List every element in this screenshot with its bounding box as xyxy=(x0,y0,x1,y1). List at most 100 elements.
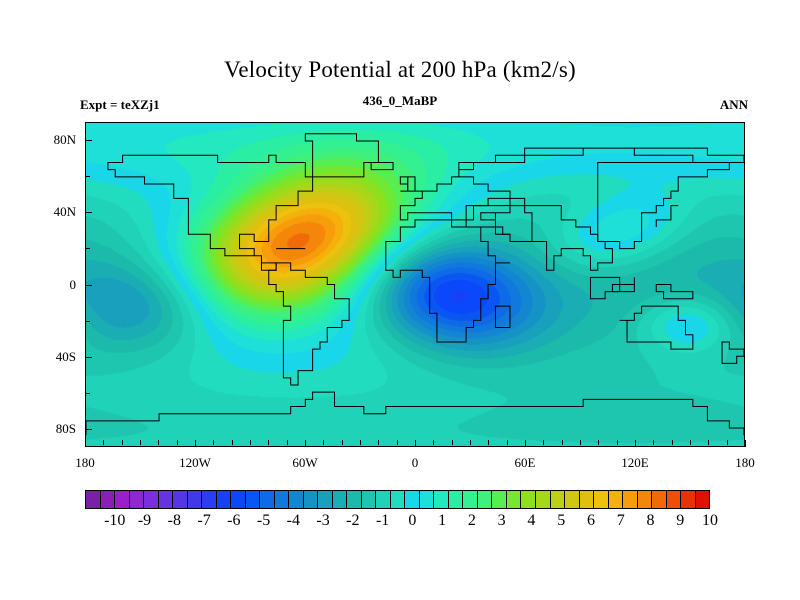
x-tick xyxy=(360,440,361,445)
colorbar-cell xyxy=(201,490,216,509)
x-tick xyxy=(213,440,215,445)
x-tick xyxy=(85,440,86,447)
colorbar-cell xyxy=(99,490,115,509)
coastline-path xyxy=(612,277,634,291)
colorbar-tick-label: 7 xyxy=(616,512,625,529)
colorbar-cell xyxy=(317,490,332,509)
colorbar-cell xyxy=(476,490,492,509)
experiment-label: Expt = teXZj1 xyxy=(80,97,160,112)
y-axis-label: 40S xyxy=(55,348,76,364)
x-tick xyxy=(598,440,600,445)
x-axis-label: 0 xyxy=(411,455,419,470)
x-tick xyxy=(745,440,746,447)
x-tick xyxy=(140,440,141,445)
coastline-overlay xyxy=(86,123,744,446)
coastline-path xyxy=(108,155,313,270)
colorbar-cell xyxy=(462,490,477,509)
x-tick xyxy=(433,440,435,445)
colorbar-tick-label: -3 xyxy=(316,512,330,529)
x-axis-label: 60E xyxy=(514,455,536,470)
x-tick xyxy=(415,440,416,447)
y-tick xyxy=(85,284,92,286)
map-plot-area xyxy=(85,122,745,447)
x-tick xyxy=(121,440,123,445)
coastline-path xyxy=(408,177,423,191)
x-axis-label: 120W xyxy=(179,455,211,470)
coastline-path xyxy=(400,177,407,191)
x-tick xyxy=(635,440,636,447)
colorbar-tick-label: -9 xyxy=(137,512,152,529)
y-axis-label: 80N xyxy=(53,132,76,148)
coastline-path xyxy=(722,342,744,363)
coastline-path xyxy=(371,162,393,169)
coastline-path xyxy=(656,285,693,299)
x-axis-label: 120E xyxy=(621,455,649,470)
y-tick xyxy=(85,356,92,358)
colorbar-tick-label: 9 xyxy=(676,512,685,529)
x-tick xyxy=(305,440,306,447)
colorbar-cell xyxy=(636,490,652,509)
colorbar-cell xyxy=(447,490,463,509)
x-tick xyxy=(250,440,251,445)
x-tick xyxy=(195,440,196,447)
x-tick xyxy=(653,440,655,445)
colorbar-cell xyxy=(157,490,173,509)
coastline-path xyxy=(481,206,532,242)
colorbar-tick-label: 5 xyxy=(557,512,566,529)
colorbar-tick-label: -2 xyxy=(346,512,360,529)
colorbar-cell xyxy=(622,490,637,509)
y-tick xyxy=(85,320,90,322)
x-axis-label: 180 xyxy=(75,455,95,470)
colorbar-tick-label: -4 xyxy=(286,512,300,529)
colorbar-cell xyxy=(433,490,448,509)
x-tick xyxy=(506,440,508,445)
colorbar-cell xyxy=(534,490,550,509)
colorbar-tick-label: 1 xyxy=(438,512,447,529)
x-tick xyxy=(726,440,728,445)
colorbar-cell xyxy=(230,490,245,509)
colorbar-cell xyxy=(389,490,405,509)
coastline-path xyxy=(86,392,744,435)
y-tick xyxy=(85,248,90,250)
colorbar-cell xyxy=(549,490,565,509)
x-tick xyxy=(690,440,691,445)
coastline-path xyxy=(620,306,693,349)
figure-subtitle: 436_0_MaBP xyxy=(362,93,438,108)
x-tick xyxy=(176,440,178,445)
colorbar-cell xyxy=(302,490,318,509)
colorbar-cell xyxy=(404,490,419,509)
x-tick xyxy=(378,440,380,445)
page-title: Velocity Potential at 200 hPa (km2/s) xyxy=(224,57,576,82)
colorbar-cell xyxy=(694,490,711,509)
x-tick xyxy=(671,440,673,445)
x-axis-label: 180 xyxy=(735,455,755,470)
colorbar-cell xyxy=(651,490,666,509)
x-tick xyxy=(488,440,490,445)
colorbar-cell xyxy=(593,490,608,509)
colorbar-tick-label: -10 xyxy=(104,512,126,529)
colorbar-tick-label: 8 xyxy=(646,512,655,529)
x-tick xyxy=(470,440,471,445)
colorbar-tick-label: 0 xyxy=(408,512,417,529)
coastline-path xyxy=(305,134,378,177)
coastline-path xyxy=(400,148,744,248)
x-tick xyxy=(231,440,233,445)
coastline-path xyxy=(656,206,678,227)
x-tick xyxy=(708,440,710,445)
colorbar-cell xyxy=(375,490,390,509)
colorbar-tick-label: 4 xyxy=(527,512,536,529)
colorbar-cell xyxy=(665,490,681,509)
x-tick xyxy=(616,440,618,445)
colorbar xyxy=(85,490,711,509)
colorbar-cell xyxy=(172,490,187,509)
colorbar-cell xyxy=(259,490,274,509)
y-axis-label: 0 xyxy=(69,276,77,292)
y-axis-label: 40N xyxy=(53,204,76,220)
colorbar-cell xyxy=(418,490,434,509)
y-tick xyxy=(85,212,92,214)
colorbar-tick-label: -5 xyxy=(256,512,271,529)
colorbar-tick-label: 3 xyxy=(497,512,506,529)
x-tick xyxy=(451,440,453,445)
colorbar-cell xyxy=(143,490,158,509)
